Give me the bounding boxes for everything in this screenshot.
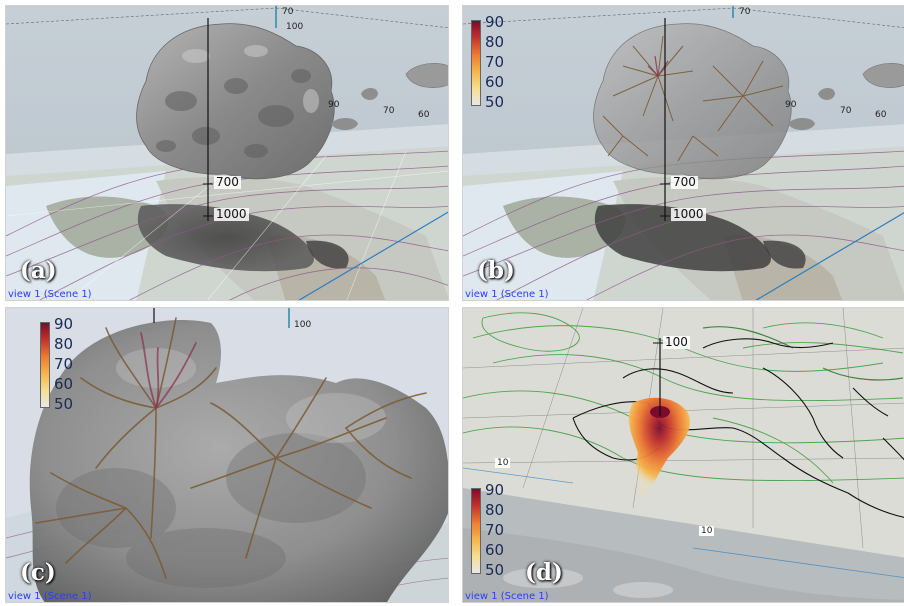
colorbar-gradient <box>471 488 481 574</box>
view-label-a[interactable]: view 1 (Scene 1) <box>8 289 92 300</box>
colorbar-d: 90 80 70 60 50 <box>471 482 505 579</box>
lat-label-60: 60 <box>875 110 887 120</box>
panel-b: 90 80 70 60 50 700 1000 70 90 70 60 (b) … <box>462 5 904 301</box>
pressure-label-1000: 1000 <box>214 207 249 221</box>
panel-c: 90 80 70 60 50 #panel-c-fix{} 100 (c) vi… <box>5 307 449 603</box>
lat-label-90: 90 <box>785 100 797 110</box>
lat-label-70: 70 <box>840 106 852 116</box>
scene-c-render <box>6 308 448 602</box>
axis-label-top: 100 <box>294 320 312 330</box>
colorbar-gradient <box>471 20 481 106</box>
pressure-label-700: 700 <box>214 175 241 189</box>
colorbar-tick: 80 <box>54 335 74 353</box>
axis-label-top-right: 70 <box>739 7 751 17</box>
axis-label-top-right: 70 <box>282 7 294 17</box>
colorbar-tick: 70 <box>54 355 74 373</box>
panel-d: 90 80 70 60 50 100 10 10 (d) view 1 (Sce… <box>462 307 904 603</box>
colorbar-tick: 90 <box>485 13 505 31</box>
pressure-label-1000: 1000 <box>671 207 706 221</box>
colorbar-tick: 60 <box>485 73 505 91</box>
axis-label-100: 100 <box>663 335 690 349</box>
panel-label-d: (d) <box>525 559 563 586</box>
colorbar-tick: 90 <box>485 481 505 499</box>
colorbar-tick: 80 <box>485 501 505 519</box>
colorbar-tick: 70 <box>485 521 505 539</box>
colorbar-tick: 50 <box>485 561 505 579</box>
pressure-label-700: 700 <box>671 175 698 189</box>
lat-label-60: 60 <box>418 110 430 120</box>
colorbar-tick: 60 <box>485 541 505 559</box>
lat-label-10-left: 10 <box>495 458 511 468</box>
colorbar-gradient <box>40 322 50 408</box>
lat-label-90: 90 <box>328 100 340 110</box>
colorbar-tick: 70 <box>485 53 505 71</box>
panel-label-c: (c) <box>20 559 56 586</box>
axis-label-top: 100 <box>286 22 304 32</box>
colorbar-tick: 50 <box>485 93 505 111</box>
colorbar-tick: 80 <box>485 33 505 51</box>
colorbar-tick: 60 <box>54 375 74 393</box>
view-label-c[interactable]: view 1 (Scene 1) <box>8 591 92 602</box>
colorbar-c: 90 80 70 60 50 <box>40 316 74 413</box>
colorbar-b: 90 80 70 60 50 <box>471 14 505 111</box>
scene-a-render <box>6 6 448 300</box>
scene-d-render <box>463 308 904 602</box>
lat-label-10-bottom: 10 <box>699 526 715 536</box>
colorbar-tick: 50 <box>54 395 74 413</box>
scene-b-render <box>463 6 904 300</box>
view-label-b[interactable]: view 1 (Scene 1) <box>465 289 549 300</box>
panel-a: 700 1000 100 70 90 70 60 (a) view 1 (Sce… <box>5 5 449 301</box>
colorbar-tick: 90 <box>54 315 74 333</box>
view-label-d[interactable]: view 1 (Scene 1) <box>465 591 549 602</box>
lat-label-70: 70 <box>383 106 395 116</box>
panel-label-a: (a) <box>20 257 57 284</box>
panel-label-b: (b) <box>477 257 515 284</box>
